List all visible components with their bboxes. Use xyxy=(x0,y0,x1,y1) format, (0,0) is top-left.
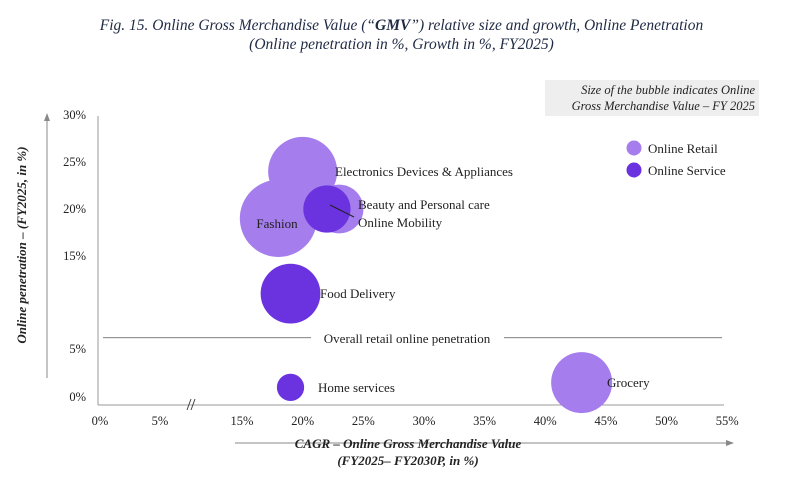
x-tick-label: 55% xyxy=(716,414,739,428)
y-tick-label: 15% xyxy=(63,249,86,263)
note-line1: Size of the bubble indicates Online xyxy=(581,83,755,97)
legend-marker xyxy=(626,162,642,178)
chart-title: Fig. 15. Online Gross Merchandise Value … xyxy=(0,16,803,54)
x-tick-label: 20% xyxy=(291,414,314,428)
y-tick-label: 30% xyxy=(63,108,86,122)
x-tick-label: 50% xyxy=(655,414,678,428)
y-axis-arrowhead xyxy=(44,113,50,121)
online-mobility-leader-line xyxy=(329,204,355,218)
x-axis-break-mark xyxy=(190,398,196,411)
y-tick-label: 20% xyxy=(63,202,86,216)
reference-line-label: Overall retail online penetration xyxy=(324,331,491,346)
x-tick-label: 40% xyxy=(534,414,557,428)
bubble-size-note: Size of the bubble indicates Online Gros… xyxy=(545,80,759,116)
bubble-label: Online Mobility xyxy=(358,215,443,230)
title-line2: (Online penetration in %, Growth in %, F… xyxy=(249,36,554,53)
x-axis-title-line1: CAGR – Online Gross Merchandise Value xyxy=(295,436,522,451)
y-tick-label: 5% xyxy=(69,342,86,356)
x-tick-label: 45% xyxy=(594,414,617,428)
legend-label: Online Retail xyxy=(648,141,718,156)
bubble xyxy=(260,263,321,324)
y-axis-title: Online penetration – (FY2025, in %) xyxy=(14,146,29,343)
x-tick-label: 35% xyxy=(473,414,496,428)
title-line1-bold: GMV xyxy=(375,17,411,34)
title-line1-prefix: Fig. 15. Online Gross Merchandise Value … xyxy=(99,17,376,34)
x-tick-label: 30% xyxy=(412,414,435,428)
bubble-label: Grocery xyxy=(607,375,650,390)
x-tick-label: 15% xyxy=(231,414,254,428)
x-axis-break-mark xyxy=(186,398,192,411)
x-axis-title-line2: (FY2025– FY2030P, in %) xyxy=(337,453,478,468)
bubble xyxy=(303,185,351,233)
title-line1-suffix: ”) relative size and growth, Online Pene… xyxy=(410,17,704,34)
bubble-label: Electronics Devices & Appliances xyxy=(335,164,513,179)
bubble-label: Food Delivery xyxy=(320,286,396,301)
x-tick-label: 0% xyxy=(92,414,109,428)
x-axis-arrowhead xyxy=(726,440,734,446)
bubble-label: Beauty and Personal care xyxy=(358,197,490,212)
bubble-label: Home services xyxy=(318,380,395,395)
note-line2: Gross Merchandise Value – FY 2025 xyxy=(571,99,755,113)
x-tick-label: 25% xyxy=(352,414,375,428)
legend-marker xyxy=(626,140,642,156)
y-tick-label: 25% xyxy=(63,155,86,169)
bubble xyxy=(551,352,613,414)
bubble-label: Fashion xyxy=(256,216,298,231)
y-tick-label: 0% xyxy=(69,390,86,404)
legend-label: Online Service xyxy=(648,163,726,178)
x-tick-label: 5% xyxy=(152,414,169,428)
bubble xyxy=(276,373,305,402)
